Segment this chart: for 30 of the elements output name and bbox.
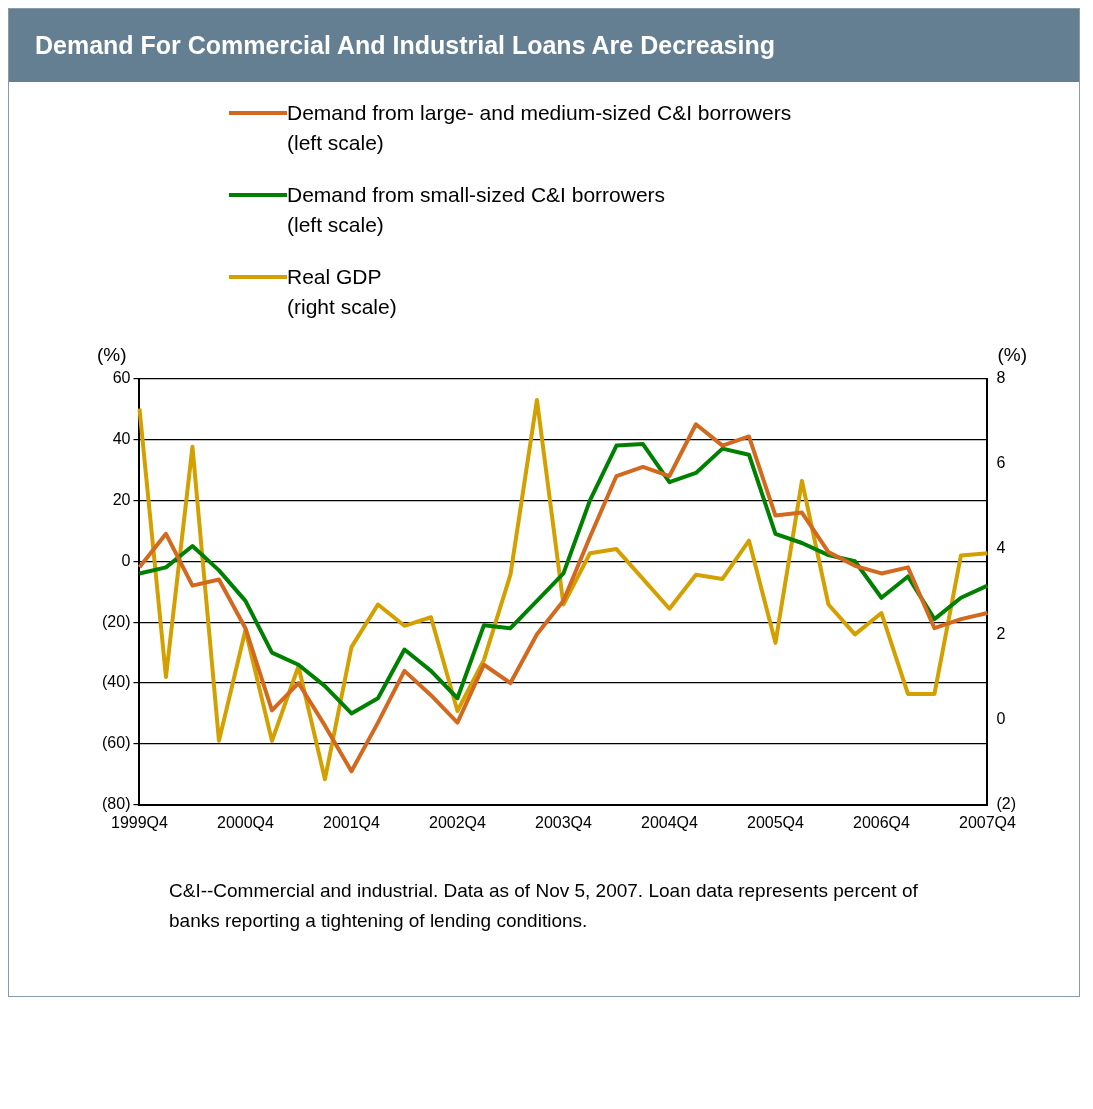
y2-tick-label: 6 [996,454,1006,472]
y-tick-label: (80) [102,795,131,813]
y2-tick-label: 0 [996,709,1006,727]
x-tick-label: 2002Q4 [428,813,487,831]
text: C&I--Commercial and industrial. Data as of Nov 5, 2007. Loan data represents percent of banks reporting a tightening of lending conditions. [169,879,919,933]
y2-axis-title: (%) [997,344,1027,366]
legend-label: Real GDP (right scale) [287,264,397,320]
y2-tick-label: 4 [996,539,1006,557]
legend-label: Demand from small-sized C&I borrowers (left scale) [287,182,666,238]
y-tick-label: (20) [102,612,131,630]
x-tick-label: 2007Q4 [958,813,1017,831]
y2-tick-label: 8 [996,369,1006,387]
legend-label: Demand from large- and medium-sized C&I borrowers (left scale) [287,100,792,156]
y-axis-title: (%) [97,344,127,366]
y-tick-label: (60) [102,734,131,752]
chart-title: Demand For Commercial And Industrial Loans Are Decreasing [9,9,1079,82]
x-tick-label: 2000Q4 [216,813,275,831]
x-tick-label: 2004Q4 [640,813,699,831]
y-tick-label: 60 [112,369,131,387]
y2-tick-label: 2 [996,624,1006,642]
y-tick-label: 0 [121,551,131,569]
x-tick-label: 2003Q4 [534,813,593,831]
x-tick-label: 1999Q4 [110,813,169,831]
y-tick-label: (40) [102,673,131,691]
y2-tick-label: (2) [996,795,1017,813]
x-tick-label: 2005Q4 [746,813,805,831]
y-tick-label: 20 [112,490,131,508]
x-tick-label: 2006Q4 [852,813,911,831]
x-tick-label: 2001Q4 [322,813,381,831]
y-tick-label: 40 [112,429,131,447]
